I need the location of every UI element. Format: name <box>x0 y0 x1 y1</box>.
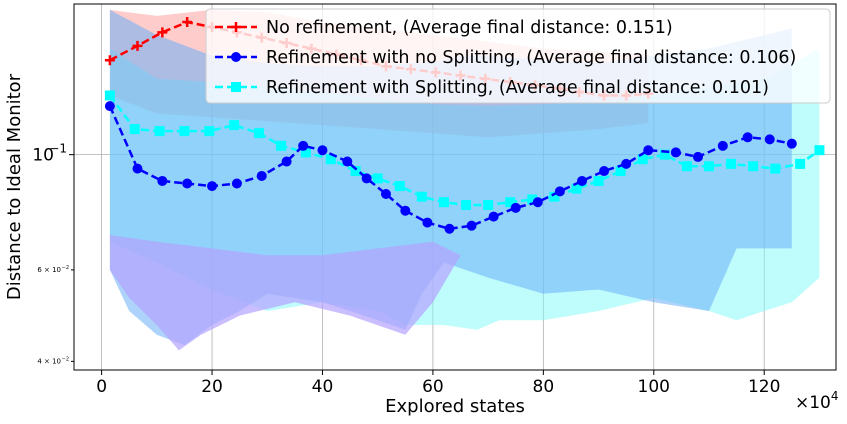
data-point-circle <box>488 211 499 222</box>
data-point-square <box>372 173 383 184</box>
data-point-square <box>129 124 140 135</box>
y-tick-label: 10 <box>32 146 54 166</box>
data-point-circle <box>599 166 610 177</box>
data-point-square <box>814 145 825 156</box>
data-point-circle <box>643 145 654 156</box>
data-point-circle <box>256 170 267 181</box>
data-point-square <box>593 175 604 186</box>
data-point-circle <box>132 163 143 174</box>
data-point-plus <box>182 17 193 28</box>
x-tick-label: 40 <box>312 377 334 397</box>
data-point-square <box>179 126 190 137</box>
plot-frame <box>73 3 837 371</box>
legend-item: Refinement with no Splitting, (Average f… <box>215 48 796 68</box>
data-point-circle <box>554 186 565 197</box>
data-point-square <box>704 161 714 172</box>
data-point-square <box>350 166 361 177</box>
data-point-circle <box>317 145 328 156</box>
legend-item: No refinement, (Average final distance: … <box>215 18 673 38</box>
data-point-circle <box>670 147 681 158</box>
x-tick-label: 20 <box>201 377 223 397</box>
data-point-circle <box>342 156 353 167</box>
x-multiplier: ×104 <box>795 389 839 413</box>
legend-item: Refinement with Splitting, (Average fina… <box>215 78 769 98</box>
data-point-square <box>659 149 670 160</box>
legend-label: No refinement, (Average final distance: … <box>266 18 673 38</box>
data-point-circle <box>207 181 218 192</box>
data-point-circle <box>510 202 521 213</box>
data-point-square <box>726 158 737 169</box>
data-point-plus <box>132 40 143 51</box>
y-tick-exponent: −2 <box>62 356 69 362</box>
legend-box <box>205 8 831 104</box>
data-point-square <box>549 191 560 202</box>
data-point-circle <box>786 138 797 149</box>
x-ticks: 0 20 40 60 80 100 120 <box>96 370 780 397</box>
data-point-plus <box>104 55 115 66</box>
y-ticks: 10−16 × 10 −24 × 10 −2 <box>32 142 74 365</box>
data-point-circle <box>717 140 728 151</box>
data-point-circle <box>466 220 477 231</box>
data-point-circle <box>231 178 242 189</box>
data-point-circle <box>298 140 309 151</box>
y-tick-label: 6 × 10 <box>37 266 61 274</box>
data-point-circle <box>281 156 292 167</box>
data-point-circle <box>380 188 391 199</box>
legend-label: Refinement with Splitting, (Average fina… <box>266 78 769 98</box>
data-point-circle <box>692 151 703 162</box>
x-tick-label: 120 <box>748 377 780 397</box>
legend: No refinement, (Average final distance: … <box>205 8 831 104</box>
y-tick-label: 4 × 10 <box>37 357 61 365</box>
data-point-square <box>571 183 582 194</box>
data-point-circle <box>764 134 775 145</box>
data-point-square <box>681 161 692 172</box>
x-tick-label: 80 <box>533 377 555 397</box>
data-point-square <box>204 126 215 137</box>
legend-label: Refinement with no Splitting, (Average f… <box>266 48 796 68</box>
data-point-square <box>394 181 405 192</box>
y-tick-exponent: −2 <box>62 265 69 271</box>
data-point-circle <box>157 175 168 186</box>
y-tick-exponent: −1 <box>49 142 67 156</box>
data-point-square <box>461 200 472 211</box>
data-point-circle <box>422 217 433 228</box>
x-tick-label: 0 <box>96 377 107 397</box>
data-point-square <box>229 120 240 131</box>
data-point-square <box>253 128 264 139</box>
data-point-plus <box>157 27 168 38</box>
data-point-circle <box>577 175 587 186</box>
x-axis-label: Explored states <box>385 396 525 417</box>
data-point-square <box>505 197 516 208</box>
data-point-circle <box>400 205 411 216</box>
data-point-circle <box>742 132 753 143</box>
data-point-square <box>483 200 494 211</box>
data-point-square <box>104 90 115 101</box>
data-point-circle <box>444 223 455 234</box>
data-point-square <box>154 126 165 137</box>
data-point-square <box>795 158 806 169</box>
x-tick-label: 100 <box>638 377 670 397</box>
legend-marker-plus <box>231 22 241 32</box>
data-point-square <box>770 163 781 174</box>
x-tick-label: 60 <box>422 377 444 397</box>
data-point-circle <box>182 178 193 189</box>
x-multiplier-exponent: 4 <box>831 389 839 403</box>
y-axis-label: Distance to Ideal Monitor <box>4 73 25 300</box>
lower-purple-band <box>109 235 461 351</box>
data-point-square <box>276 140 287 151</box>
legend-marker-square <box>231 82 241 92</box>
legend-marker-circle <box>231 52 241 62</box>
data-point-circle <box>104 101 115 112</box>
data-point-circle <box>621 158 632 169</box>
data-point-square <box>438 197 449 208</box>
data-point-square <box>748 161 759 172</box>
data-point-circle <box>361 173 372 184</box>
data-point-circle <box>532 197 543 208</box>
data-point-square <box>416 191 427 202</box>
